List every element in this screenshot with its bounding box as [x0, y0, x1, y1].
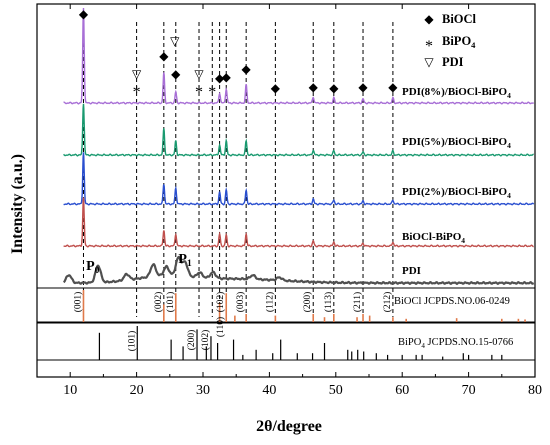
plot-border	[36, 3, 536, 378]
series-line	[63, 197, 534, 248]
legend-symbol: ◆	[424, 12, 434, 26]
reference-label: BiOCl JCPDS.NO.06-0249	[394, 296, 510, 307]
diamond-marker: ◆	[388, 80, 398, 94]
reference-labels: BiOCl JCPDS.NO.06-0249 BiPO4 JCPDS.NO.15-…	[394, 296, 513, 350]
asterisk-marker: *	[195, 84, 203, 101]
peak-guide-lines	[82, 22, 394, 317]
x-tick-label: 50	[329, 383, 343, 398]
hkl-label: (002)	[153, 292, 164, 313]
peak-label: P1	[178, 252, 192, 269]
diamond-marker: ◆	[215, 71, 225, 85]
hkl-label: (003)	[235, 292, 246, 313]
peak-label: P0	[86, 259, 100, 276]
diamond-marker: ◆	[358, 80, 368, 94]
x-tick-label: 40	[262, 383, 276, 398]
hkl-label: (200)	[302, 292, 313, 313]
x-tick-label: 80	[528, 383, 542, 398]
series-labels: PDI(8%)/BiOCl-BiPO4 PDI(5%)/BiOCl-BiPO4 PD…	[402, 86, 511, 277]
legend: ◆ BiOCl * BiPO4 ▽ PDI	[424, 12, 476, 69]
legend-symbol: *	[425, 38, 433, 55]
hkl-label: (101)	[165, 292, 176, 313]
hkl-label: (112)	[264, 292, 275, 312]
diamond-marker: ◆	[271, 81, 281, 95]
diamond-marker: ◆	[222, 70, 232, 84]
diamond-marker: ◆	[171, 67, 181, 81]
hkl-label: (110)	[215, 317, 226, 337]
hkl-label: (113)	[323, 292, 334, 312]
hkl-label: (102)	[200, 330, 211, 351]
x-tick-label: 20	[130, 383, 144, 398]
x-axis-label: 2θ/degree	[256, 418, 322, 435]
x-axis: 10 20 30 40 50 60 70 80	[63, 4, 542, 398]
hkl-label: (211)	[352, 292, 363, 312]
reference-lines	[82, 290, 526, 360]
xrd-curves	[62, 7, 535, 285]
hkl-label: (001)	[72, 292, 83, 313]
reference-label: BiPO4 JCPDS.NO.15-0766	[398, 337, 513, 350]
legend-symbol: ▽	[424, 55, 434, 69]
diamond-marker: ◆	[79, 7, 89, 21]
series-line	[63, 152, 535, 206]
hkl-label: (101)	[126, 331, 137, 352]
hkl-label: (212)	[382, 292, 393, 313]
diamond-marker: ◆	[329, 81, 339, 95]
hkl-label: (102)	[215, 292, 226, 313]
hkl-labels: (001) (002) (101) (102) (003) (112) (200) (113)…	[72, 292, 392, 352]
triangle-marker: ▽	[194, 67, 204, 81]
x-tick-label: 10	[63, 383, 77, 398]
hkl-label: (200)	[186, 330, 197, 351]
y-axis-label: Intensity (a.u.)	[9, 154, 26, 254]
phase-markers: ◆▽*◆▽◆ ▽* *◆◆◆◆ ◆ ◆ ◆ ◆	[79, 7, 398, 101]
x-tick-label: 60	[395, 383, 409, 398]
legend-label: BiOCl	[442, 12, 477, 26]
series-label: PDI(2%)/BiOCl-BiPO4	[402, 186, 511, 200]
series-label: PDI	[402, 265, 421, 277]
legend-label: BiPO4	[442, 34, 476, 50]
triangle-marker: ▽	[132, 67, 142, 81]
series-label: PDI(8%)/BiOCl-BiPO4	[402, 86, 511, 100]
series-line	[63, 7, 535, 105]
diamond-marker: ◆	[242, 62, 252, 76]
series-line	[63, 103, 534, 157]
x-tick-label: 70	[462, 383, 476, 398]
legend-label: PDI	[442, 55, 464, 69]
diamond-marker: ◆	[309, 80, 319, 94]
diamond-marker: ◆	[159, 49, 169, 63]
triangle-marker: ▽	[170, 34, 180, 48]
asterisk-marker: *	[133, 84, 141, 101]
x-tick-label: 30	[196, 383, 210, 398]
series-label: PDI(5%)/BiOCl-BiPO4	[402, 136, 511, 150]
asterisk-marker: *	[208, 84, 216, 101]
plot-frame	[36, 3, 536, 378]
series-label: BiOCl-BiPO4	[402, 231, 465, 245]
series-line	[62, 255, 535, 285]
